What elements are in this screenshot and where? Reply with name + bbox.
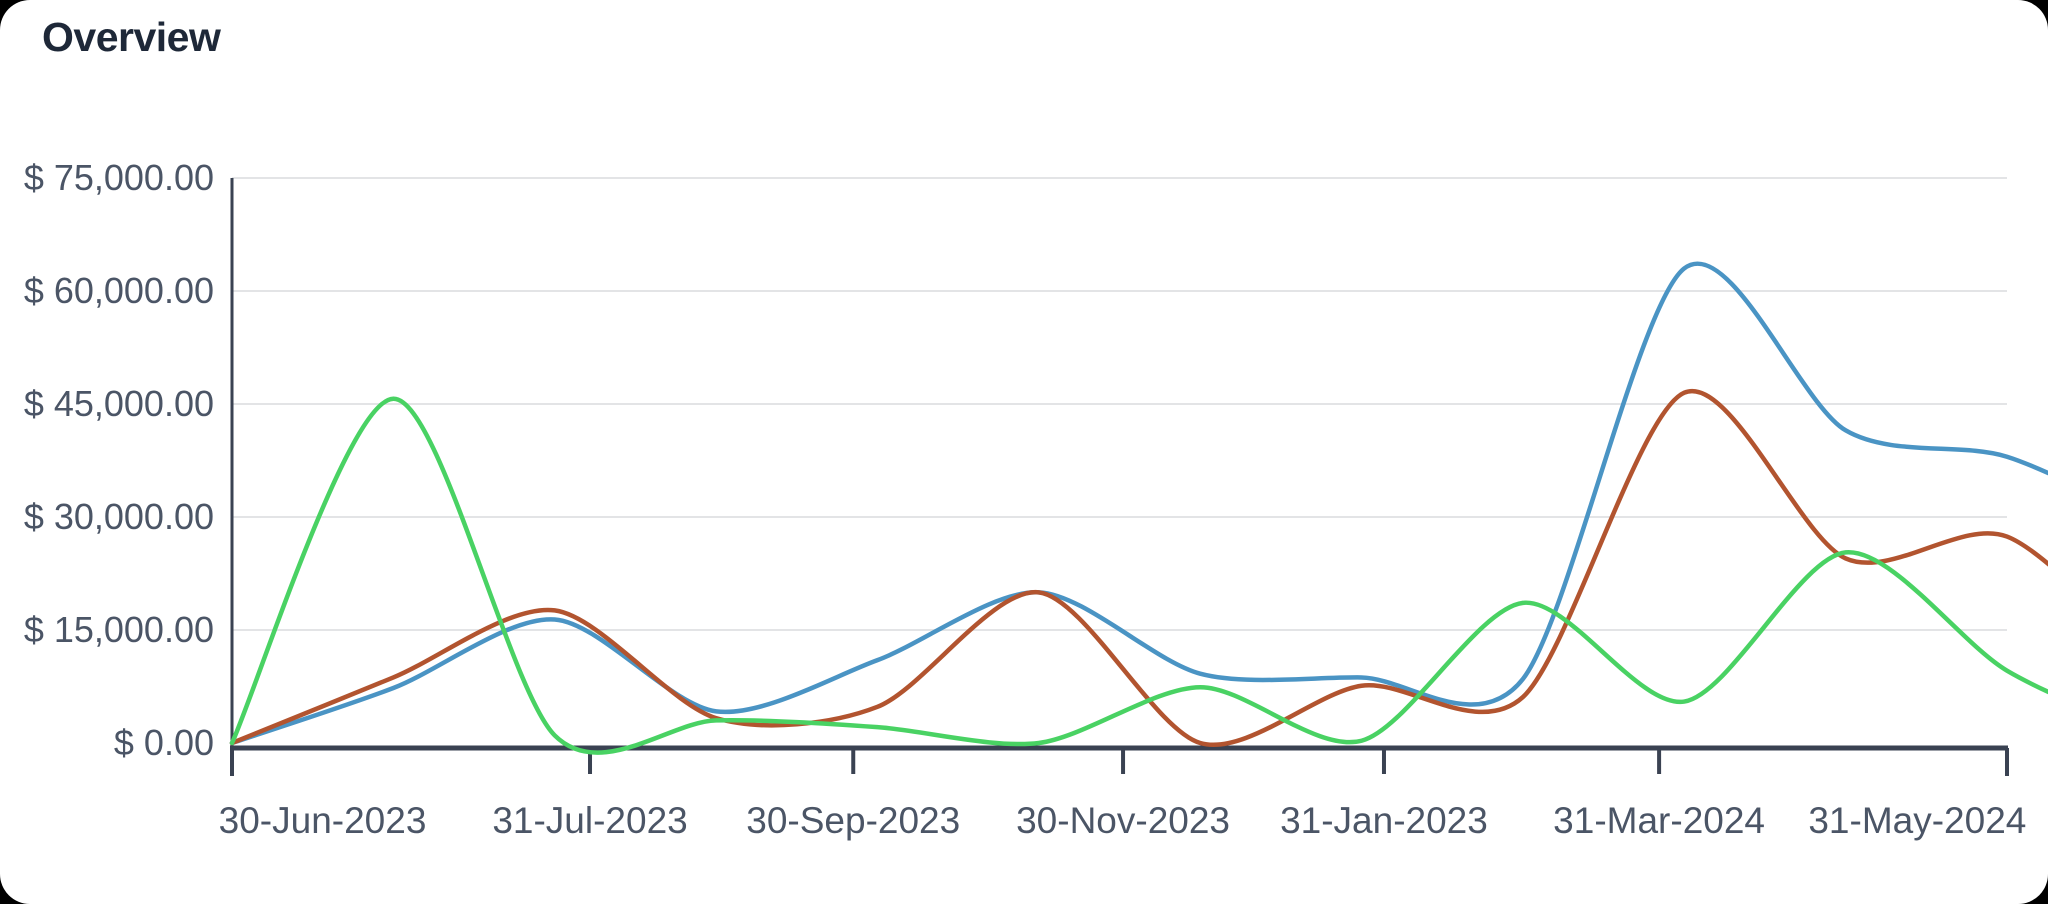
y-axis-label: $ 15,000.00 <box>24 609 214 650</box>
x-axis-label: 30-Sep-2023 <box>746 800 960 841</box>
x-axis-label: 31-May-2024 <box>1808 800 2026 841</box>
series-green-line[interactable] <box>229 396 2048 755</box>
y-axis-label: $ 60,000.00 <box>24 270 214 311</box>
y-axis-label: $ 75,000.00 <box>24 157 214 198</box>
y-axis-label: $ 0.00 <box>114 722 214 763</box>
y-axis-label: $ 45,000.00 <box>24 383 214 424</box>
x-axis-label: 31-Jan-2023 <box>1280 800 1488 841</box>
series-red-line[interactable] <box>229 388 2048 747</box>
page-title: Overview <box>42 14 221 60</box>
x-axis-label: 30-Nov-2023 <box>1016 800 1230 841</box>
x-axis-label: 31-Jul-2023 <box>492 800 687 841</box>
x-axis-label: 30-Jun-2023 <box>219 800 427 841</box>
series-blue-line[interactable] <box>229 261 2048 746</box>
x-axis-label: 31-Mar-2024 <box>1553 800 1765 841</box>
y-axis-label: $ 30,000.00 <box>24 496 214 537</box>
